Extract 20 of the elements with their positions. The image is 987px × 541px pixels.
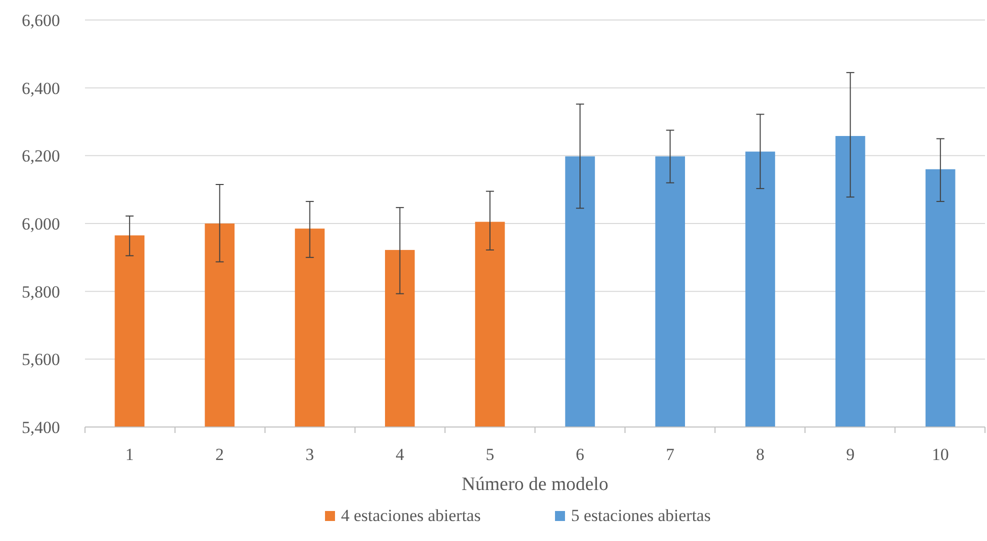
x-tick-label: 5 bbox=[486, 445, 494, 464]
legend-label: 5 estaciones abiertas bbox=[571, 506, 711, 525]
y-tick-label: 5,800 bbox=[22, 282, 60, 302]
y-tick-label: 6,200 bbox=[22, 146, 60, 166]
x-tick-label: 3 bbox=[306, 445, 314, 464]
x-axis-title: Número de modelo bbox=[462, 474, 608, 495]
x-tick-label: 4 bbox=[396, 445, 405, 464]
y-tick-label: 6,400 bbox=[22, 78, 60, 98]
y-tick-label: 6,000 bbox=[22, 214, 60, 234]
x-tick-label: 10 bbox=[932, 445, 949, 464]
x-tick-label: 1 bbox=[125, 445, 134, 464]
y-tick-label: 5,600 bbox=[22, 350, 60, 370]
y-tick-label: 6,600 bbox=[22, 10, 60, 30]
x-tick-label: 2 bbox=[215, 445, 224, 464]
x-tick-label: 8 bbox=[756, 445, 764, 464]
x-tick-label: 7 bbox=[666, 445, 675, 464]
x-tick-label: 6 bbox=[576, 445, 584, 464]
y-tick-label: 5,400 bbox=[22, 418, 60, 437]
x-tick-label: 9 bbox=[846, 445, 855, 464]
legend-label: 4 estaciones abiertas bbox=[341, 506, 481, 525]
